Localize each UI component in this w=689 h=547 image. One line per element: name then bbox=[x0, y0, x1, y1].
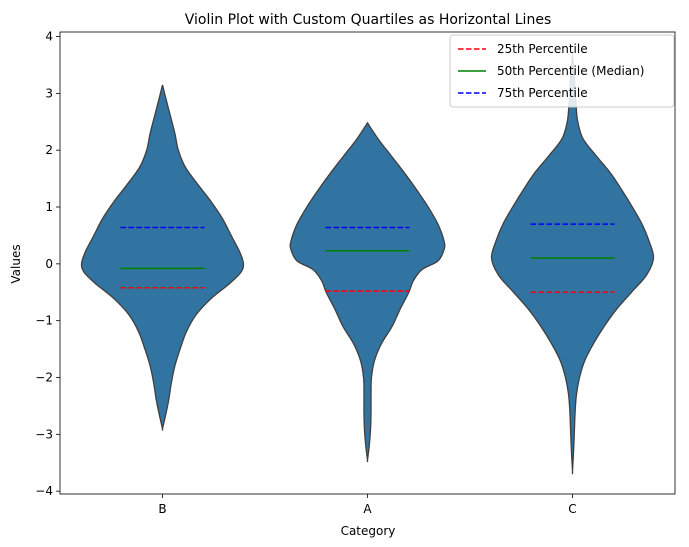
plot-area bbox=[80, 53, 655, 475]
y-tick-label--3: −3 bbox=[35, 427, 53, 441]
x-tick-label-A: A bbox=[363, 502, 372, 516]
y-tick-label-0: 0 bbox=[45, 257, 53, 271]
quartile-lines bbox=[120, 223, 615, 294]
x-axis-label: Category bbox=[341, 524, 396, 538]
violin-A bbox=[289, 121, 446, 463]
y-tick-label--1: −1 bbox=[35, 314, 53, 328]
y-tick-label--2: −2 bbox=[35, 371, 53, 385]
axis-ticks: B A C 4 3 2 1 0 −1 −2 −3 −4 bbox=[35, 30, 576, 516]
legend-label-25th: 25th Percentile bbox=[497, 42, 588, 56]
x-tick-label-B: B bbox=[158, 502, 166, 516]
y-tick-label-3: 3 bbox=[45, 86, 53, 100]
y-tick-label-1: 1 bbox=[45, 200, 53, 214]
x-tick-label-C: C bbox=[568, 502, 576, 516]
y-tick-label--4: −4 bbox=[35, 484, 53, 498]
legend-label-50th: 50th Percentile (Median) bbox=[497, 64, 644, 78]
chart-title: Violin Plot with Custom Quartiles as Hor… bbox=[185, 12, 551, 28]
violin-B bbox=[80, 84, 245, 431]
y-tick-label-4: 4 bbox=[45, 30, 53, 44]
legend-box bbox=[449, 34, 675, 108]
legend: 25th Percentile 50th Percentile (Median)… bbox=[449, 34, 675, 108]
legend-label-75th: 75th Percentile bbox=[497, 86, 588, 100]
y-axis-label: Values bbox=[9, 244, 23, 283]
violin-C bbox=[490, 53, 655, 475]
y-tick-label-2: 2 bbox=[45, 143, 53, 157]
